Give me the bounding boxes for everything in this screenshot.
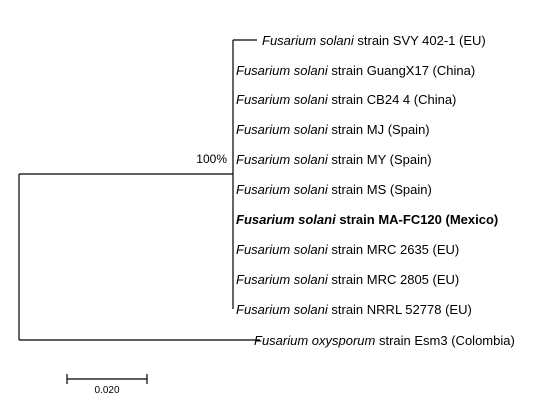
leaf-label: Fusarium solani strain CB24 4 (China) xyxy=(236,92,456,107)
scale-bar-label: 0.020 xyxy=(94,385,119,396)
leaf-label: Fusarium solani strain MRC 2635 (EU) xyxy=(236,242,459,257)
strain-info: strain GuangX17 (China) xyxy=(328,63,475,78)
strain-info: strain Esm3 (Colombia) xyxy=(375,333,514,348)
species-name: Fusarium solani xyxy=(236,302,329,317)
strain-info: strain MA-FC120 (Mexico) xyxy=(336,212,499,227)
species-name: Fusarium oxysporum xyxy=(254,333,376,348)
leaf-labels: Fusarium solani strain SVY 402-1 (EU)Fus… xyxy=(236,33,515,348)
leaf-label: Fusarium solani strain SVY 402-1 (EU) xyxy=(262,33,486,48)
leaf-label: Fusarium solani strain MA-FC120 (Mexico) xyxy=(236,212,498,227)
leaf-label: Fusarium solani strain MRC 2805 (EU) xyxy=(236,272,459,287)
leaf-label: Fusarium solani strain MY (Spain) xyxy=(236,152,432,167)
species-name: Fusarium solani xyxy=(236,92,329,107)
leaf-label: Fusarium solani strain MJ (Spain) xyxy=(236,122,430,137)
leaf-label: Fusarium solani strain GuangX17 (China) xyxy=(236,63,475,78)
species-name: Fusarium solani xyxy=(236,152,329,167)
strain-info: strain MY (Spain) xyxy=(328,152,432,167)
outgroup-leaf-label: Fusarium oxysporum strain Esm3 (Colombia… xyxy=(254,333,515,348)
strain-info: strain SVY 402-1 (EU) xyxy=(354,33,486,48)
species-name: Fusarium solani xyxy=(236,212,336,227)
strain-info: strain MS (Spain) xyxy=(328,182,432,197)
leaf-label: Fusarium solani strain MS (Spain) xyxy=(236,182,432,197)
strain-info: strain NRRL 52778 (EU) xyxy=(328,302,472,317)
strain-info: strain MRC 2805 (EU) xyxy=(328,272,459,287)
species-name: Fusarium solani xyxy=(236,63,329,78)
bootstrap-value: 100% xyxy=(196,152,227,166)
species-name: Fusarium solani xyxy=(236,182,329,197)
scale-bar: 0.020 xyxy=(66,374,148,396)
strain-info: strain MJ (Spain) xyxy=(328,122,430,137)
species-name: Fusarium solani xyxy=(236,122,329,137)
strain-info: strain CB24 4 (China) xyxy=(328,92,457,107)
leaf-label: Fusarium solani strain NRRL 52778 (EU) xyxy=(236,302,472,317)
species-name: Fusarium solani xyxy=(236,242,329,257)
species-name: Fusarium solani xyxy=(262,33,355,48)
strain-info: strain MRC 2635 (EU) xyxy=(328,242,459,257)
species-name: Fusarium solani xyxy=(236,272,329,287)
